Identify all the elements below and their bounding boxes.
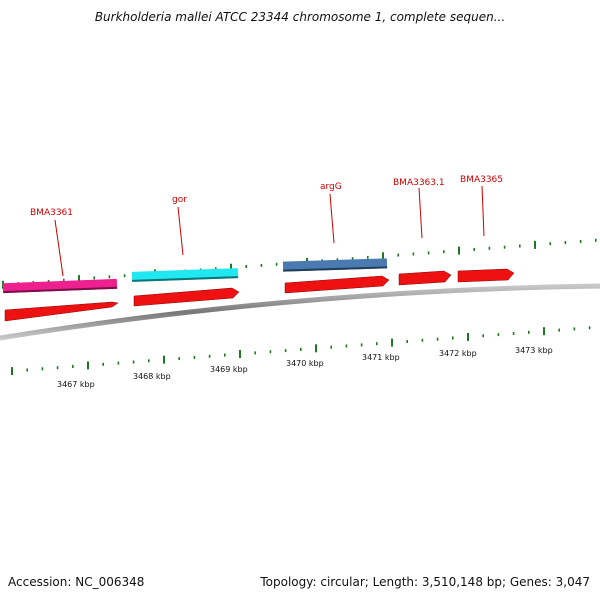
scale-label-3469: 3469 kbp [210, 365, 248, 374]
gene-bar-bma3361-edge [3, 286, 118, 294]
chromosome-backbone [0, 283, 600, 341]
gene-bar-argg-edge [283, 266, 388, 272]
scale-label-3473: 3473 kbp [515, 346, 553, 355]
scale-label-3471: 3471 kbp [362, 353, 400, 362]
scale-label-3472: 3472 kbp [439, 349, 477, 358]
leader-line-bma3363-1 [418, 187, 423, 239]
cds-track [4, 268, 515, 322]
map-title: Burkholderia mallei ATCC 23344 chromosom… [94, 10, 506, 24]
cds-arrow-5[interactable] [457, 268, 515, 283]
gene-label-bma3363-1[interactable]: BMA3363.1 [393, 178, 445, 188]
gene-label-bma3365[interactable]: BMA3365 [460, 175, 503, 185]
cds-arrow-4[interactable] [398, 270, 452, 286]
genome-summary: Topology: circular; Length: 3,510,148 bp… [260, 575, 590, 589]
leader-line-argg [329, 193, 335, 244]
scale-label-3470: 3470 kbp [286, 359, 324, 368]
cds-arrow-2[interactable] [133, 287, 240, 307]
scale-label-3468: 3468 kbp [133, 372, 171, 381]
gene-bar-gor-edge [132, 276, 239, 282]
scale-labels: 3467 kbp 3468 kbp 3469 kbp 3470 kbp 3471… [57, 346, 553, 389]
gene-labels: BMA3361 gor argG BMA3363.1 BMA3365 [30, 175, 503, 277]
gene-label-bma3361[interactable]: BMA3361 [30, 208, 73, 218]
gene-label-gor[interactable]: gor [172, 195, 187, 205]
inner-tick-ring [11, 326, 591, 376]
leader-line-bma3361 [54, 219, 64, 277]
leader-line-gor [177, 206, 184, 256]
leader-line-bma3365 [481, 185, 485, 237]
cds-arrow-3[interactable] [284, 275, 390, 294]
gene-label-argg[interactable]: argG [320, 182, 342, 192]
accession-label: Accession: NC_006348 [8, 575, 145, 589]
scale-label-3467: 3467 kbp [57, 380, 95, 389]
feature-track [2, 258, 388, 294]
cds-arrow-1[interactable] [4, 301, 119, 322]
